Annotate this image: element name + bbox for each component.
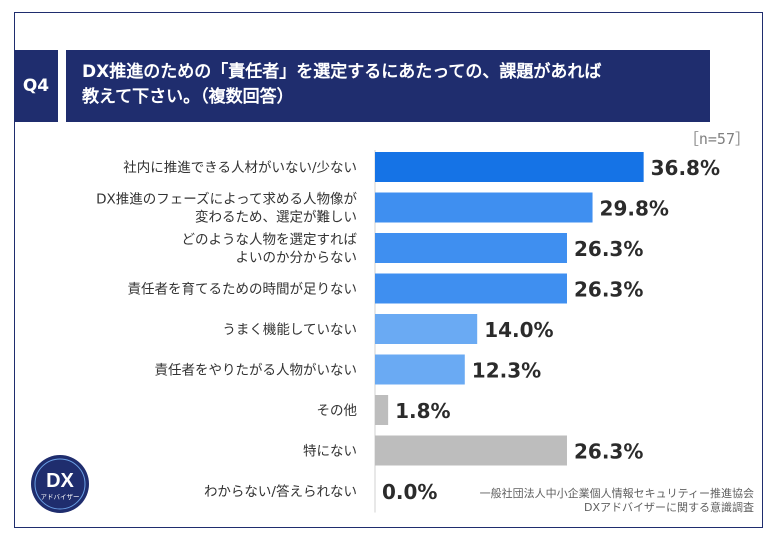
category-label: その他	[317, 403, 358, 419]
value-label: 26.3%	[574, 440, 643, 464]
bar	[375, 435, 567, 466]
source-line1: 一般社団法人中小企業個人情報セキュリティー推進協会	[479, 487, 754, 500]
source-note: 一般社団法人中小企業個人情報セキュリティー推進協会 DXアドバイザーに関する意識…	[480, 487, 754, 515]
question-title-line2: 教えて下さい。（複数回答）	[82, 87, 294, 107]
value-label: 14.0%	[484, 318, 553, 342]
bar	[375, 192, 593, 223]
bar	[375, 233, 567, 263]
value-label: 26.3%	[574, 278, 643, 302]
logo-text: DX	[46, 470, 74, 492]
category-label: DX推進のフェーズによって求める人物像が変わるため、選定が難しい	[96, 192, 357, 226]
category-label: 特にない	[303, 444, 357, 460]
logo-subtext: アドバイザー	[41, 493, 80, 501]
value-label: 1.8%	[395, 399, 450, 423]
value-label: 0.0%	[382, 480, 437, 504]
category-label: 社内に推進できる人材がいない/少ない	[123, 160, 357, 176]
source-line2: DXアドバイザーに関する意識調査	[583, 501, 754, 514]
dx-advisor-logo: DX アドバイザー	[31, 455, 89, 513]
category-label: わからない/答えられない	[204, 483, 357, 500]
outer-frame	[14, 12, 763, 528]
question-title-line1: DX推進のための「責任者」を選定するにあたっての、課題があれば	[82, 62, 602, 82]
sample-size-label: ［n=57］	[683, 130, 750, 148]
bar	[375, 152, 644, 182]
bar	[375, 273, 567, 304]
value-label: 12.3%	[472, 359, 541, 383]
category-label: うまく機能していない	[222, 322, 357, 338]
question-title: DX推進のための「責任者」を選定するにあたっての、課題があれば 教えて下さい。（…	[66, 50, 710, 122]
category-label: どのような人物を選定すればよいのか分からない	[182, 232, 358, 266]
question-label: Q4	[14, 50, 58, 122]
category-label: 責任者を育てるための時間が足りない	[128, 282, 358, 298]
value-label: 29.8%	[600, 197, 669, 221]
bar	[375, 314, 478, 344]
bar	[375, 395, 389, 425]
bar	[375, 354, 465, 385]
logo-circle	[31, 455, 89, 513]
category-label: 責任者をやりたがる人物がいない	[155, 363, 358, 379]
value-label: 36.8%	[651, 156, 720, 180]
logo-ring	[34, 458, 86, 510]
value-label: 26.3%	[574, 237, 643, 261]
